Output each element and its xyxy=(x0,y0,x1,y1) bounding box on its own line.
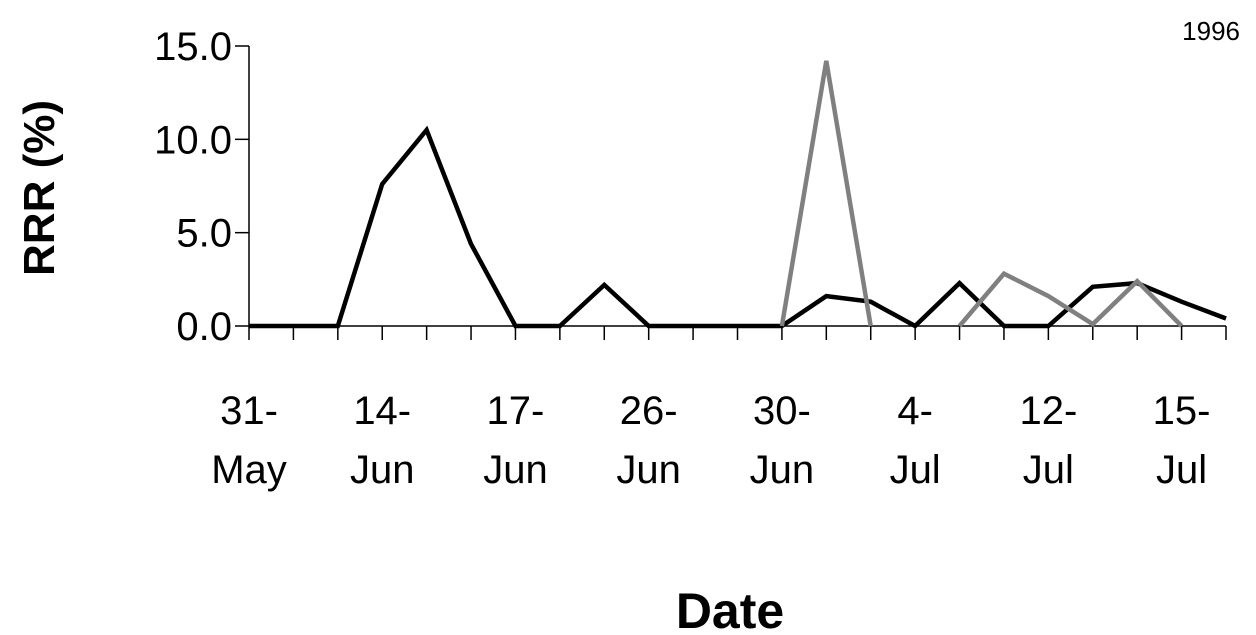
series-1 xyxy=(249,125,1227,329)
x-tick-label: Jul xyxy=(1023,448,1074,492)
y-tick-label: 5.0 xyxy=(176,212,232,256)
y-tick-label: 10.0 xyxy=(154,118,232,162)
x-tick-label: 17- xyxy=(487,389,545,433)
x-axis-label: Date xyxy=(676,583,784,635)
x-tick-label: 15- xyxy=(1153,389,1211,433)
x-tick-label: Jul xyxy=(1156,448,1207,492)
x-tick-label: Jun xyxy=(350,448,415,492)
series-line xyxy=(249,125,1227,329)
series-2 xyxy=(779,60,1184,328)
x-tick-label: 30- xyxy=(753,389,811,433)
x-tick-label: Jun xyxy=(616,448,681,492)
series-line xyxy=(779,60,873,327)
y-tick-label: 0.0 xyxy=(176,305,232,349)
y-axis xyxy=(235,45,250,327)
series-layer xyxy=(249,60,1227,329)
x-tick-label: 26- xyxy=(620,389,678,433)
x-tick-label: May xyxy=(211,448,287,492)
x-tick-label: Jun xyxy=(483,448,548,492)
chart-title: 1996 xyxy=(1182,16,1240,46)
x-tick-label: 12- xyxy=(1019,389,1077,433)
x-tick-label: Jul xyxy=(890,448,941,492)
series-line xyxy=(957,270,1184,328)
x-tick-label: Jun xyxy=(750,448,815,492)
x-tick-label: 4- xyxy=(897,389,933,433)
y-tick-labels: 0.0 5.0 10.0 15.0 xyxy=(154,25,232,349)
x-tick-label: 14- xyxy=(353,389,411,433)
x-tick-label: 31- xyxy=(220,389,278,433)
x-tick-labels: 31- May 14- Jun 17- Jun 26- Jun 30- Jun 4- Jul 12- Ju… xyxy=(211,389,1210,492)
y-tick-label: 15.0 xyxy=(154,25,232,69)
y-axis-label: RRR (%) xyxy=(15,100,64,276)
